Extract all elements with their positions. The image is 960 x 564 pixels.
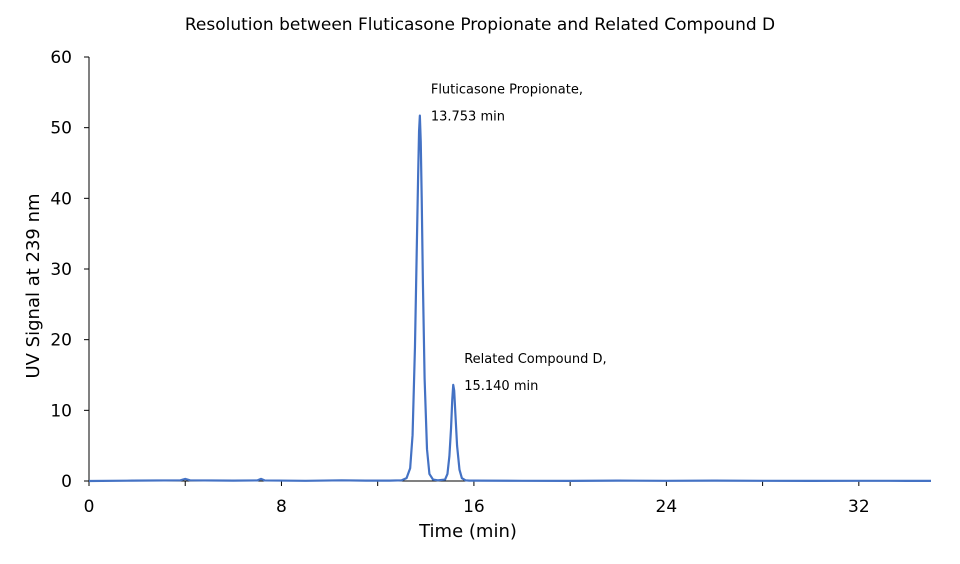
x-tick-label: 24 bbox=[656, 497, 678, 517]
peak-label-name: Related Compound D, bbox=[464, 352, 606, 367]
y-tick-label: 40 bbox=[50, 189, 72, 209]
peak-label-name: Fluticasone Propionate, bbox=[431, 83, 583, 98]
x-tick-label: 8 bbox=[276, 497, 287, 517]
y-tick-label: 50 bbox=[50, 119, 72, 139]
x-tick-label: 16 bbox=[463, 497, 485, 517]
y-tick-label: 10 bbox=[50, 401, 72, 421]
axis-ticks: 0 10 20 30 40 50 60 0 8 16 24 32 bbox=[50, 48, 869, 517]
signal-trace bbox=[88, 114, 931, 483]
y-tick-label: 20 bbox=[50, 331, 72, 351]
peak-label-time: 15.140 min bbox=[464, 379, 538, 394]
chart-title: Resolution between Fluticasone Propionat… bbox=[185, 15, 775, 35]
x-tick-label: 0 bbox=[84, 497, 95, 517]
y-tick-label: 30 bbox=[50, 260, 72, 280]
peak-label-time: 13.753 min bbox=[431, 110, 505, 125]
y-axis-title: UV Signal at 239 nm bbox=[23, 193, 44, 378]
y-tick-label: 0 bbox=[61, 472, 72, 492]
x-tick-label: 32 bbox=[848, 497, 870, 517]
x-axis-title: Time (min) bbox=[418, 521, 517, 542]
peak-annotations: Fluticasone Propionate, 13.753 min Related… bbox=[431, 83, 607, 394]
y-tick-label: 60 bbox=[50, 48, 72, 68]
axes bbox=[88, 57, 931, 482]
